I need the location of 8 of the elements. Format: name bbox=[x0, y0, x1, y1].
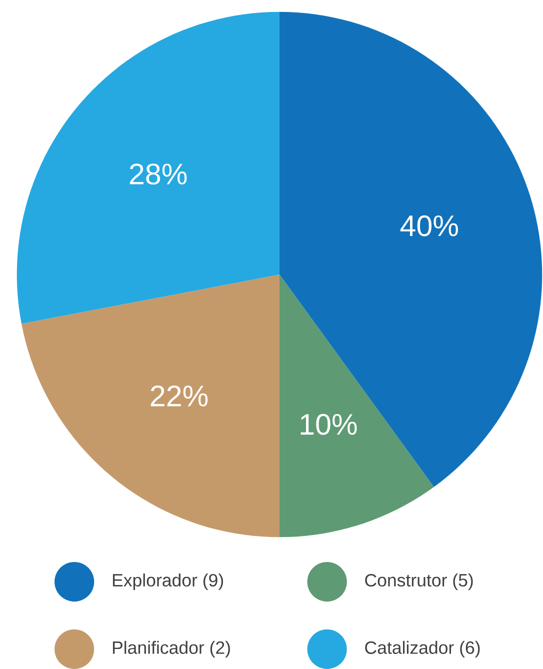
legend-label: Construtor (5) bbox=[365, 573, 473, 590]
legend-label: Catalizador (6) bbox=[365, 640, 480, 658]
data-label: 28% bbox=[130, 164, 187, 185]
data-label: 40% bbox=[400, 215, 458, 236]
legend-label: Planificador (2) bbox=[112, 640, 230, 658]
legend-label: Explorador (9) bbox=[112, 573, 223, 590]
data-label: 22% bbox=[150, 386, 208, 406]
data-label: 10% bbox=[300, 414, 357, 435]
